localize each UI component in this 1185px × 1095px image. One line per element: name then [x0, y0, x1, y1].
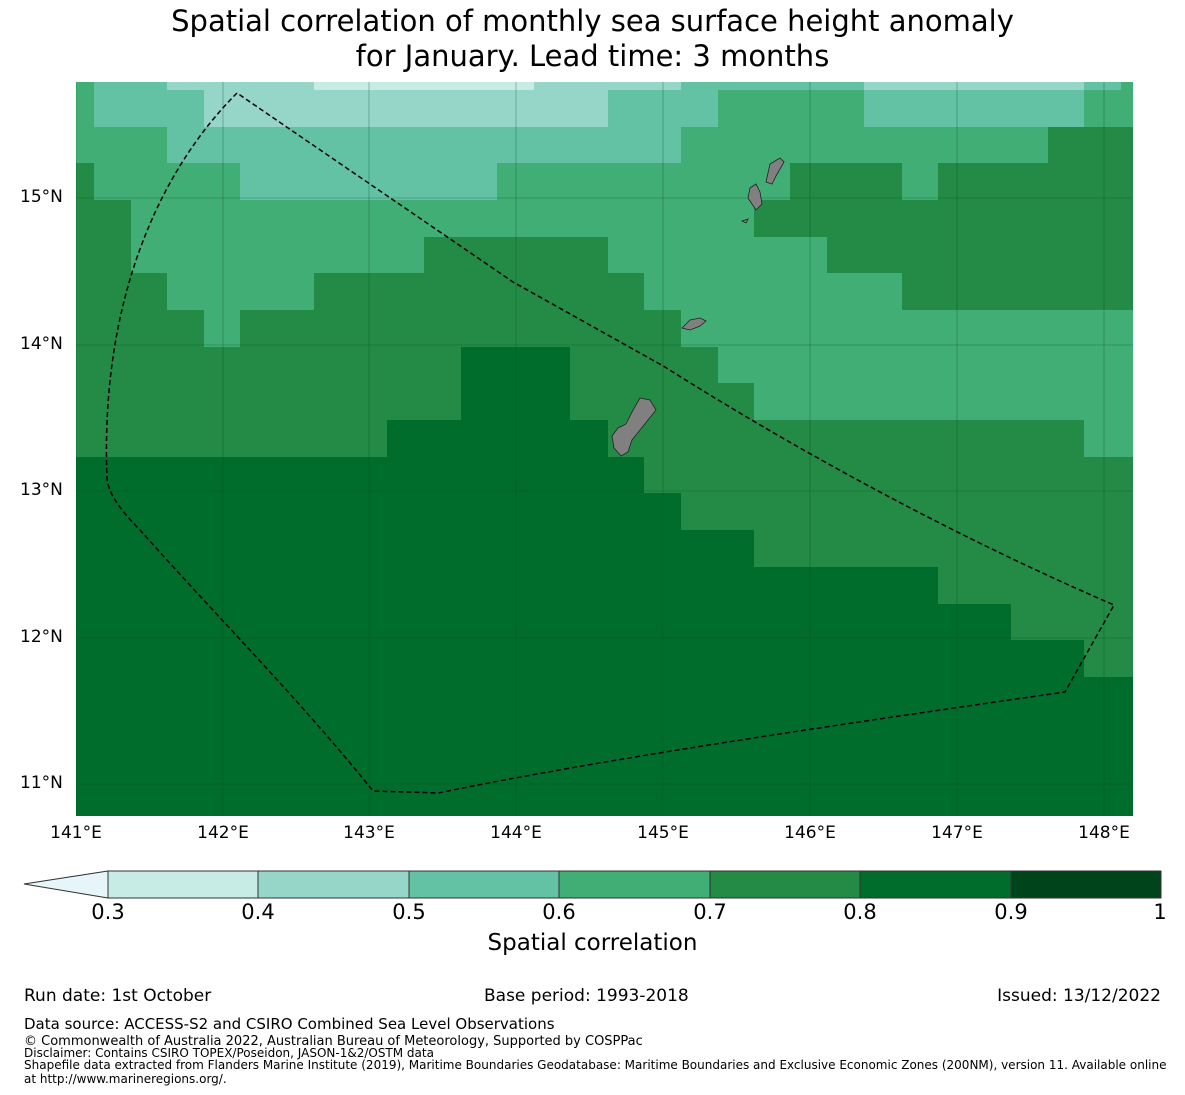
- colorbar-tick-0.8: 0.8: [843, 900, 877, 924]
- colorbar-tick-0.7: 0.7: [693, 900, 727, 924]
- lat-tick-15n: 15°N: [20, 187, 63, 207]
- colorbar-tick-0.4: 0.4: [241, 900, 275, 924]
- title-line-1: Spatial correlation of monthly sea surfa…: [171, 4, 1014, 38]
- colorbar-tick-0.9: 0.9: [994, 900, 1028, 924]
- eez-boundary: [105, 92, 1116, 794]
- title-line-2: for January. Lead time: 3 months: [355, 39, 830, 73]
- aguijan-islet: [740, 218, 749, 224]
- lat-tick-11n: 11°N: [20, 773, 63, 793]
- colorbar-bin-0.8: [860, 871, 1011, 898]
- shapefile-credit-1: Shapefile data extracted from Flanders M…: [24, 1058, 1167, 1072]
- correlation-grid: [76, 82, 1133, 816]
- gridlines: [76, 82, 1133, 816]
- colorbar-bin-0.5: [409, 871, 559, 898]
- issued-date: Issued: 13/12/2022: [997, 986, 1161, 1006]
- region-0.4: [167, 82, 681, 127]
- colorbar-tick-0.3: 0.3: [91, 900, 125, 924]
- lat-tick-13n: 13°N: [20, 480, 63, 500]
- colorbar-tick-1: 1: [1153, 900, 1167, 924]
- lon-tick-144e: 144°E: [490, 823, 542, 843]
- lon-tick-143e: 143°E: [343, 823, 395, 843]
- data-source: Data source: ACCESS-S2 and CSIRO Combine…: [24, 1015, 555, 1033]
- run-date: Run date: 1st October: [24, 986, 212, 1006]
- tinian-island: [747, 183, 763, 211]
- shapefile-credit-2: at http://www.marineregions.org/.: [24, 1072, 227, 1086]
- colorbar-bin-0.4: [258, 871, 409, 898]
- colorbar-label: Spatial correlation: [487, 930, 698, 956]
- lon-tick-145e: 145°E: [637, 823, 689, 843]
- disclaimer: Disclaimer: Contains CSIRO TOPEX/Poseido…: [24, 1046, 434, 1060]
- copyright: © Commonwealth of Australia 2022, Austra…: [24, 1034, 643, 1049]
- colorbar-bin-0.3: [108, 871, 258, 898]
- colorbar-extend-arrow: [23, 870, 109, 899]
- colorbar-tick-0.6: 0.6: [542, 900, 576, 924]
- base-period: Base period: 1993-2018: [484, 986, 689, 1006]
- lat-tick-12n: 12°N: [20, 627, 63, 647]
- lon-tick-148e: 148°E: [1078, 823, 1130, 843]
- region-0.4-east: [864, 82, 1084, 90]
- lon-tick-141e: 141°E: [50, 823, 102, 843]
- colorbar-bin-0.9: [1011, 871, 1161, 898]
- colorbar-tick-0.5: 0.5: [392, 900, 426, 924]
- lon-tick-142e: 142°E: [197, 823, 249, 843]
- chart-title: Spatial correlation of monthly sea surfa…: [0, 4, 1185, 74]
- lon-tick-147e: 147°E: [931, 823, 983, 843]
- region-0.3: [314, 82, 534, 90]
- rota-island: [681, 317, 707, 331]
- lat-tick-14n: 14°N: [20, 334, 63, 354]
- guam-island: [611, 397, 657, 457]
- colorbar-bin-0.7: [710, 871, 860, 898]
- saipan-island: [765, 157, 785, 185]
- colorbar-bin-0.6: [559, 871, 710, 898]
- colorbar: [23, 870, 1162, 899]
- lon-tick-146e: 146°E: [784, 823, 836, 843]
- right-edge-strip: [1121, 82, 1133, 90]
